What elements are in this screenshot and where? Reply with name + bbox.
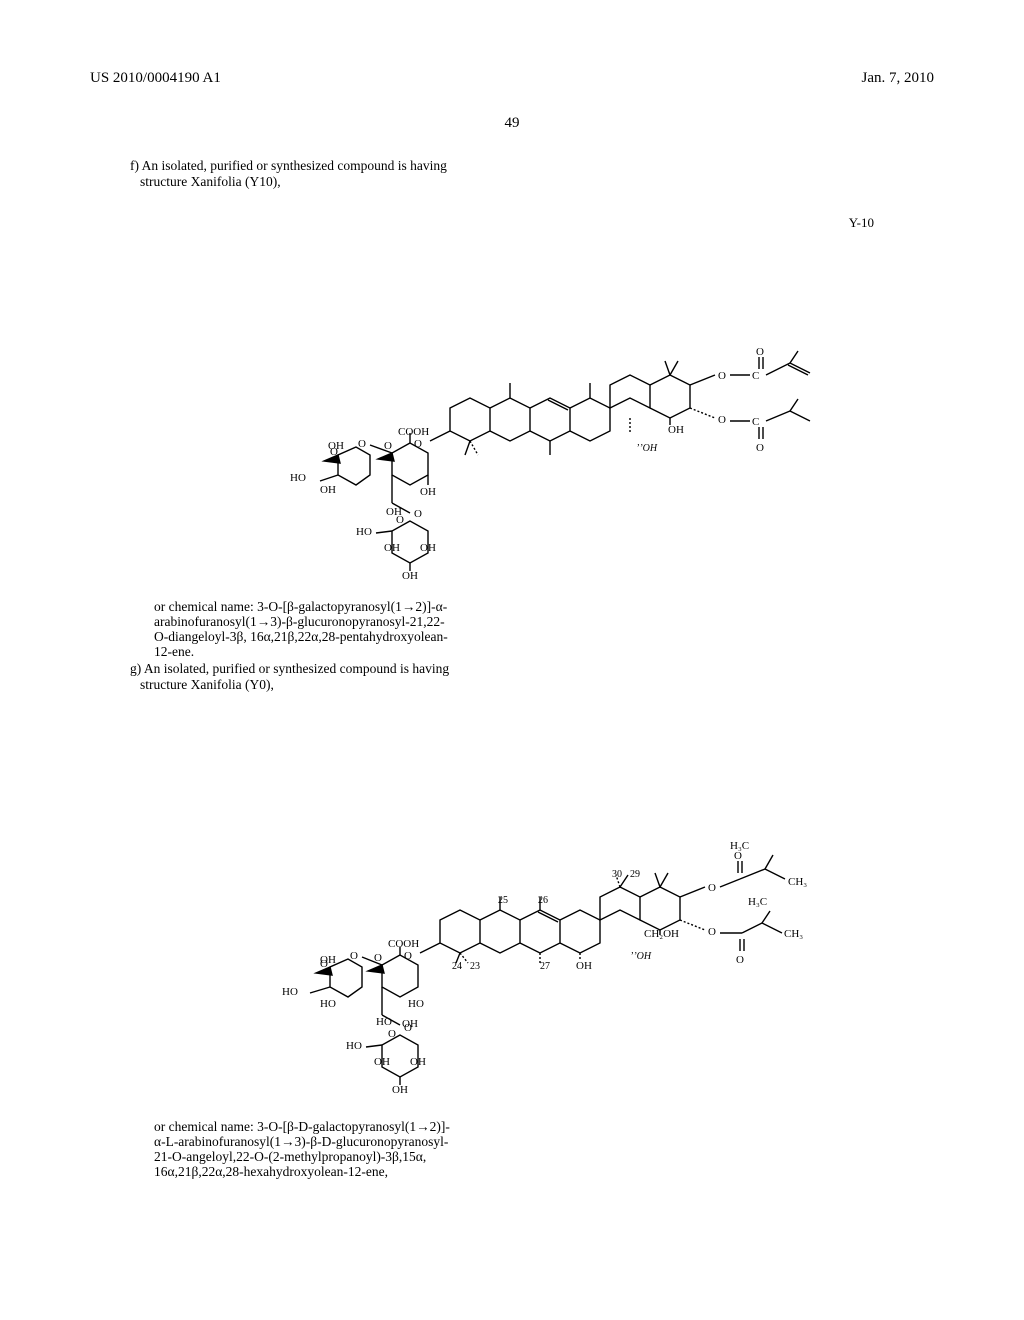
svg-text:O: O	[718, 414, 726, 426]
svg-text:HO: HO	[346, 1040, 362, 1052]
svg-text:O: O	[396, 514, 404, 526]
svg-text:O: O	[708, 926, 716, 938]
chemical-structure-y10-svg: O C O O C O	[170, 203, 890, 603]
svg-text:OH: OH	[392, 1084, 408, 1096]
item-f-line2: structure Xanifolia (Y10),	[130, 174, 510, 190]
page-header: US 2010/0004190 A1 Jan. 7, 2010	[90, 70, 934, 87]
svg-text:HO: HO	[376, 1016, 392, 1028]
svg-text:24: 24	[452, 961, 462, 972]
item-f-line1: f) An isolated, purified or synthesized …	[130, 158, 510, 174]
svg-text:HO: HO	[320, 998, 336, 1010]
svg-text:OH: OH	[402, 570, 418, 582]
item-g-text: g) An isolated, purified or synthesized …	[130, 661, 510, 692]
svg-text:O: O	[404, 1022, 412, 1034]
svg-text:OH: OH	[320, 954, 336, 966]
svg-text:H₃C: H₃C	[748, 896, 767, 908]
svg-text:OH: OH	[320, 484, 336, 496]
chemical-name-g: or chemical name: 3-O-[β-D-galactopyrano…	[130, 1119, 549, 1179]
chem-g-l2: α-L-arabinofuranosyl(1→3)-β-D-glucuronop…	[154, 1134, 549, 1149]
chem-f-l2: arabinofuranosyl(1→3)-β-glucuronopyranos…	[154, 614, 549, 629]
chem-f-l4: 12-ene.	[154, 644, 549, 659]
svg-text:OH: OH	[420, 542, 436, 554]
svg-text:O: O	[736, 954, 744, 966]
svg-text:OH: OH	[576, 960, 592, 972]
item-f-text: f) An isolated, purified or synthesized …	[130, 158, 510, 189]
svg-text:COOH: COOH	[398, 426, 429, 438]
svg-text:OH: OH	[668, 424, 684, 436]
svg-text:O: O	[388, 1028, 396, 1040]
svg-text:OH: OH	[328, 440, 344, 452]
structure-y0: 25 26 27 24 23 30 29	[130, 695, 934, 1115]
svg-text:O: O	[414, 508, 422, 520]
svg-text:27: 27	[540, 961, 550, 972]
svg-text:O: O	[718, 370, 726, 382]
svg-text:OH: OH	[384, 542, 400, 554]
svg-text:H₃C: H₃C	[730, 840, 749, 852]
svg-text:CH₂OH: CH₂OH	[644, 928, 679, 940]
structure-y10: Y-10	[130, 193, 934, 593]
svg-text:HO: HO	[408, 998, 424, 1010]
svg-text:COOH: COOH	[388, 938, 419, 950]
chem-f-l3: O-diangeloyl-3β, 16α,21β,22α,28-pentahyd…	[154, 629, 549, 644]
page-number: 49	[90, 115, 934, 132]
svg-text:OH: OH	[374, 1056, 390, 1068]
chem-g-l3: 21-O-angeloyl,22-O-(2-methylpropanoyl)-3…	[154, 1149, 549, 1164]
publication-date: Jan. 7, 2010	[862, 70, 935, 87]
chemical-name-f: or chemical name: 3-O-[β-galactopyranosy…	[130, 599, 549, 659]
chemical-structure-y0-svg: 25 26 27 24 23 30 29	[170, 705, 890, 1125]
svg-text:CH₃: CH₃	[788, 876, 807, 888]
svg-text:ʼʼOH: ʼʼOH	[636, 443, 658, 454]
svg-text:23: 23	[470, 961, 480, 972]
svg-text:OH: OH	[410, 1056, 426, 1068]
svg-text:O: O	[756, 346, 764, 358]
chem-g-l4: 16α,21β,22α,28-hexahydroxyolean-12-ene,	[154, 1164, 549, 1179]
svg-text:OH: OH	[420, 486, 436, 498]
svg-text:C: C	[752, 416, 759, 428]
page-content: f) An isolated, purified or synthesized …	[90, 158, 934, 1179]
svg-text:CH₃: CH₃	[784, 928, 803, 940]
svg-text:HO: HO	[290, 472, 306, 484]
patent-page: US 2010/0004190 A1 Jan. 7, 2010 49 f) An…	[0, 0, 1024, 1320]
svg-text:HO: HO	[356, 526, 372, 538]
svg-text:C: C	[752, 370, 759, 382]
svg-text:O: O	[756, 442, 764, 454]
item-g-line2: structure Xanifolia (Y0),	[130, 677, 510, 693]
svg-text:HO: HO	[282, 986, 298, 998]
svg-text:ʼʼOH: ʼʼOH	[630, 951, 652, 962]
svg-text:O: O	[708, 882, 716, 894]
patent-number: US 2010/0004190 A1	[90, 70, 221, 87]
svg-text:29: 29	[630, 869, 640, 880]
item-g-line1: g) An isolated, purified or synthesized …	[130, 661, 510, 677]
